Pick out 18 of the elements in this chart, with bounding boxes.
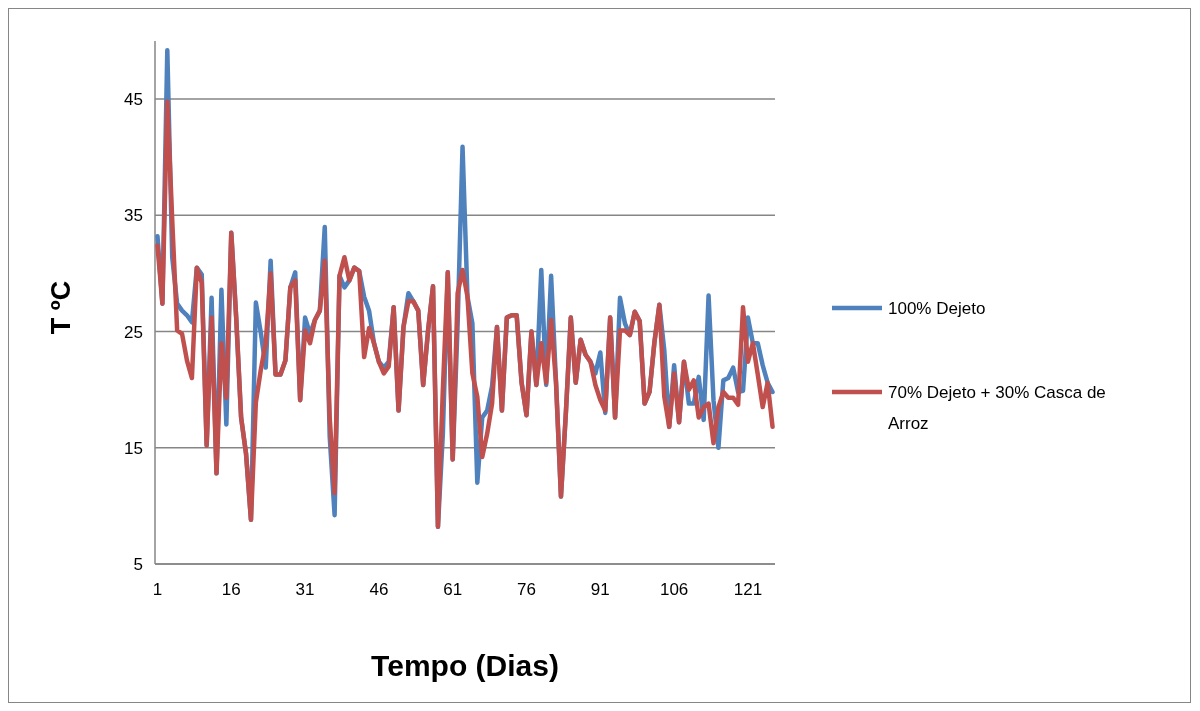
- x-tick-label: 46: [369, 580, 389, 599]
- x-tick-label: 16: [221, 580, 241, 599]
- y-tick-label: 25: [124, 322, 143, 342]
- x-tick-label: 1: [152, 580, 163, 599]
- x-tick-label: 121: [733, 580, 763, 599]
- legend-label: 70% Dejeto + 30% Casca de Arroz: [888, 382, 1106, 433]
- y-tick-label: 15: [124, 438, 143, 458]
- y-axis-title: T ºC: [46, 280, 76, 335]
- y-tick-label: 45: [124, 90, 143, 110]
- x-tick-label: 106: [659, 580, 689, 599]
- x-tick-label: 31: [295, 580, 315, 599]
- x-tick-label: 76: [517, 580, 536, 599]
- y-tick-label: 35: [124, 206, 143, 226]
- y-tick-label: 5: [133, 554, 143, 574]
- legend-label: 100% Dejeto: [888, 298, 986, 318]
- x-tick-label: 91: [590, 580, 610, 599]
- x-tick-label: 61: [443, 580, 463, 599]
- x-axis-title: Tempo (Dias): [371, 649, 559, 682]
